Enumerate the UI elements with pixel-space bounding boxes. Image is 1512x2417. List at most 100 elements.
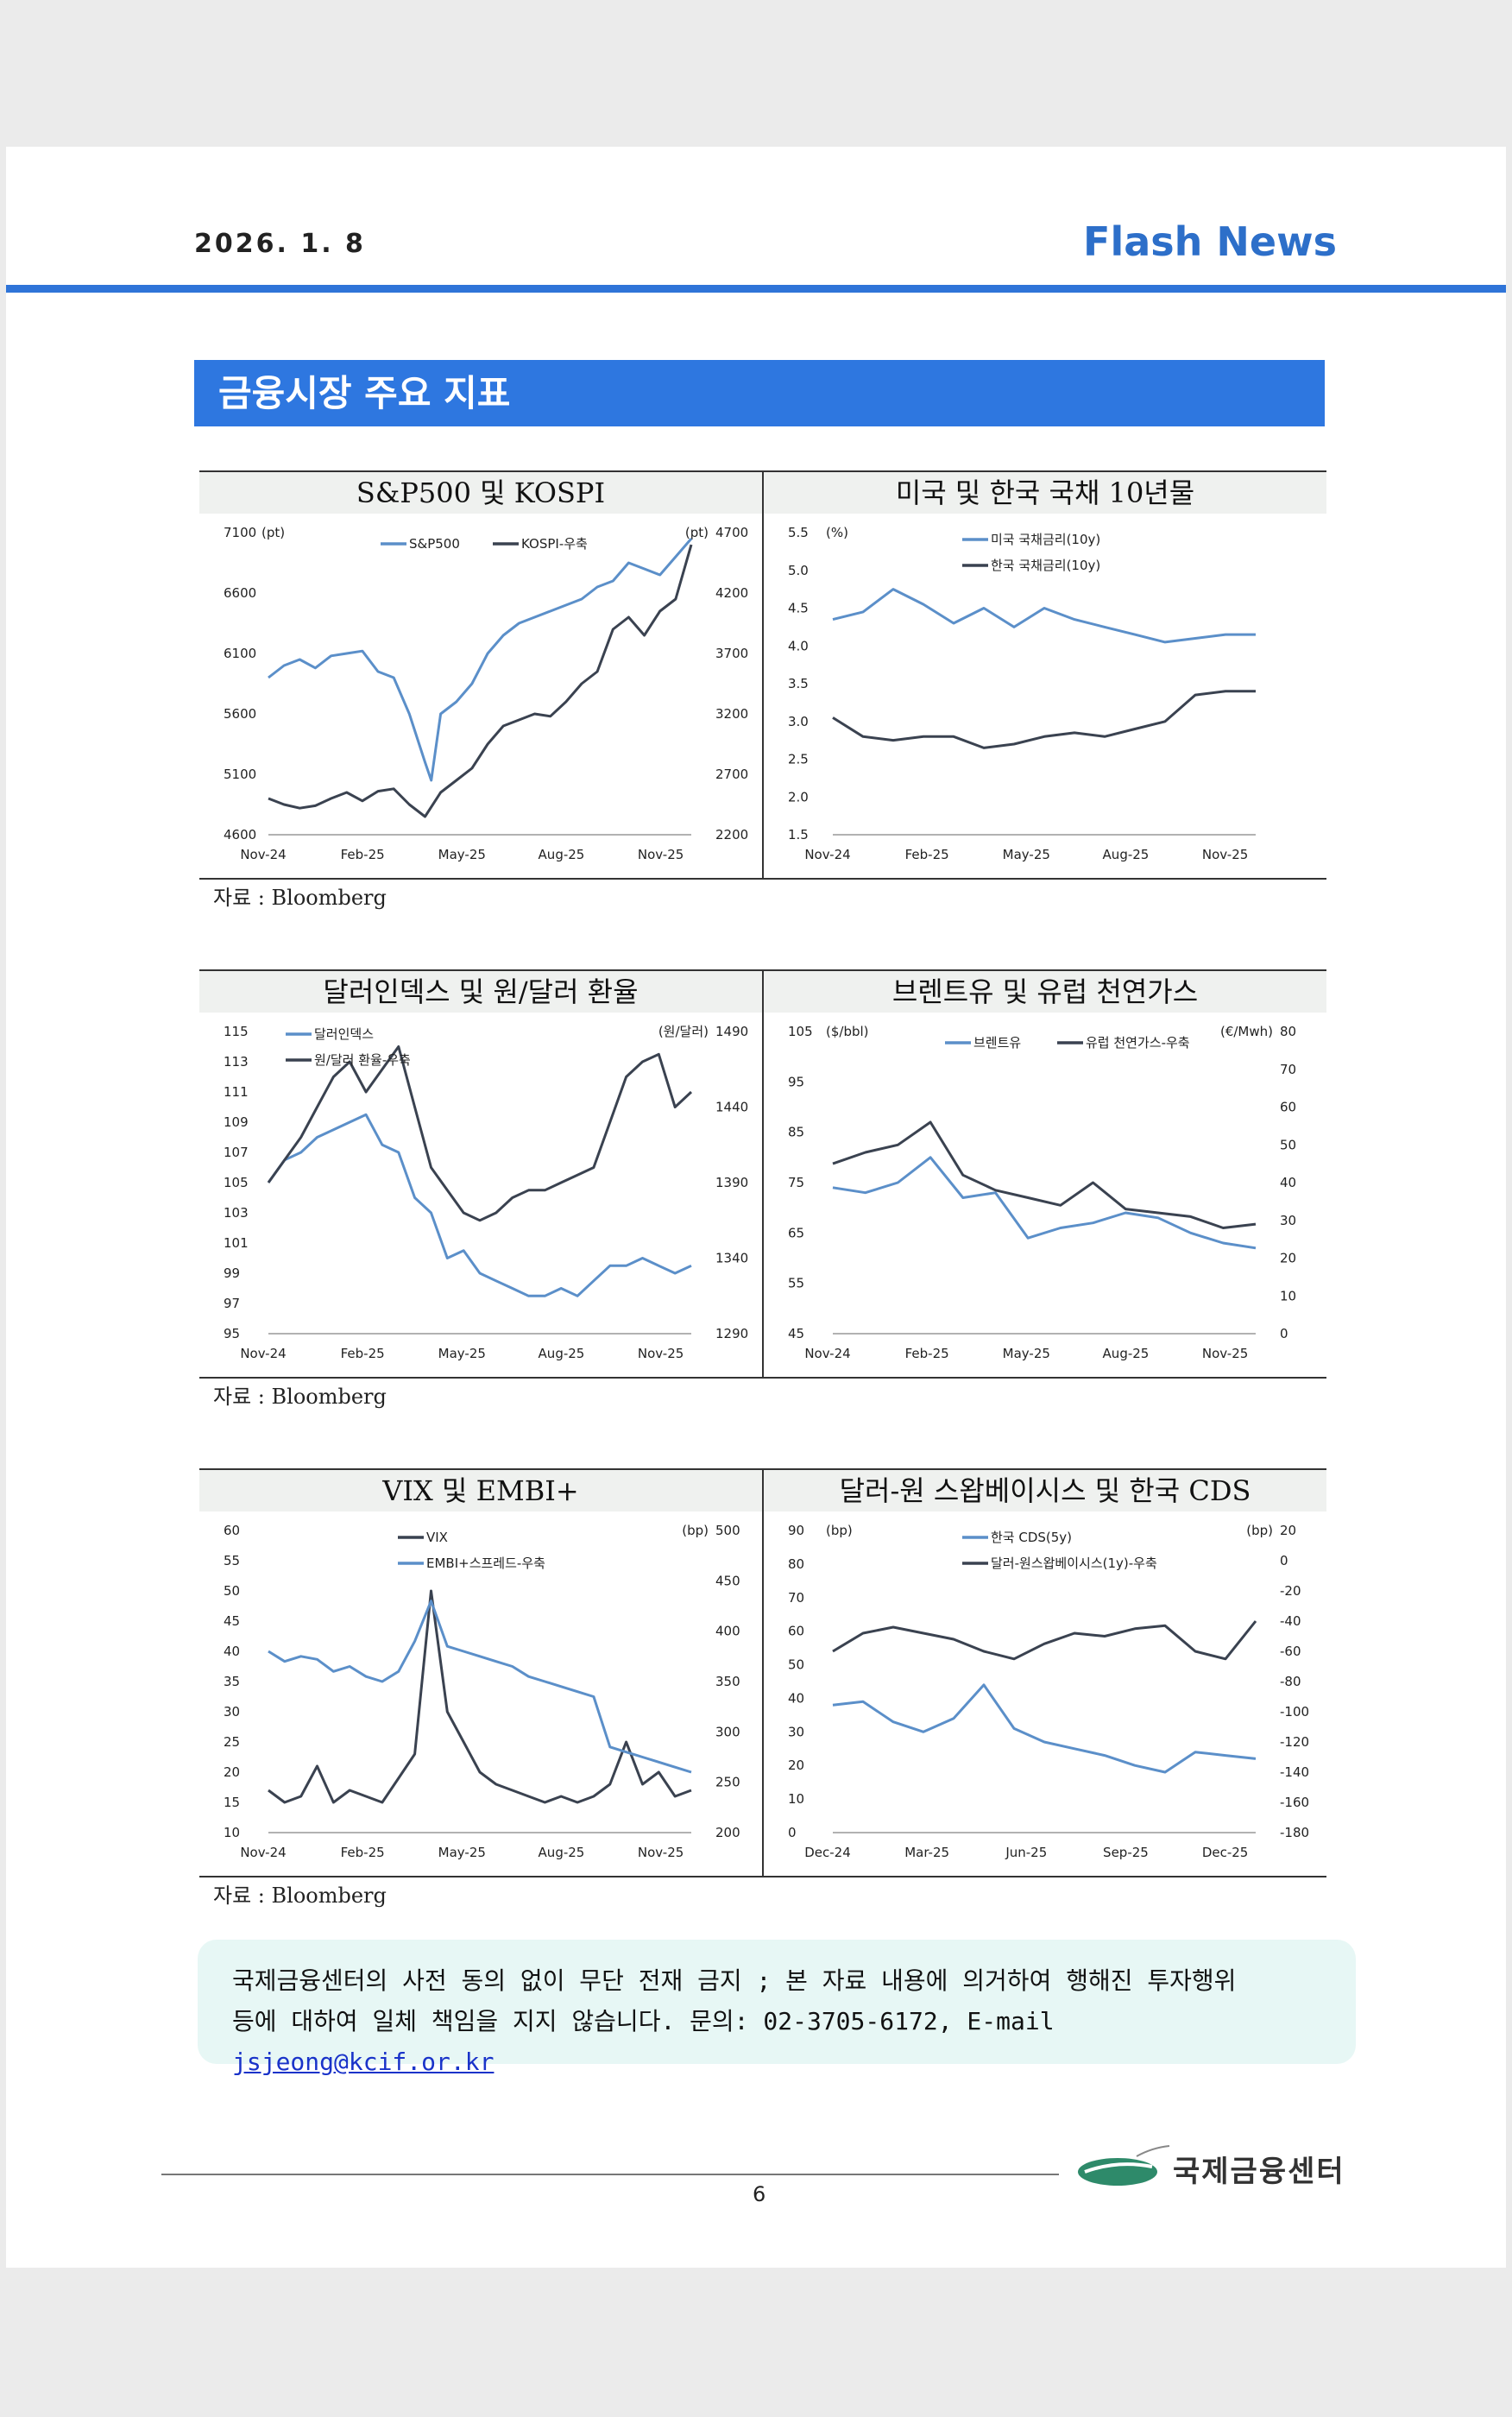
- y-tick-left: 4.0: [788, 638, 809, 653]
- x-tick: Aug-25: [1103, 847, 1150, 862]
- x-tick: May-25: [1003, 1346, 1050, 1361]
- y-tick-left: 99: [224, 1265, 240, 1281]
- series-line: [268, 544, 693, 818]
- x-tick: Feb-25: [905, 847, 949, 862]
- y-tick-right: 350: [715, 1674, 740, 1689]
- chart-vix-embi: 60 55 50 45 40 35 30 25 20 15 10 500 450 400 350 300 250…: [224, 1523, 740, 1860]
- x-tick: Nov-25: [1202, 1346, 1248, 1361]
- y-tick-left: 95: [224, 1326, 240, 1341]
- y-tick-right: 1440: [715, 1100, 748, 1115]
- y-tick-right: 1490: [715, 1024, 748, 1039]
- x-tick: Feb-25: [341, 1346, 385, 1361]
- y-tick-left: 5.5: [788, 525, 809, 540]
- y-tick-left: 65: [788, 1225, 804, 1240]
- y-tick-left: 45: [788, 1326, 804, 1341]
- y-tick-left: 101: [224, 1235, 249, 1251]
- y-tick-right: -80: [1280, 1674, 1301, 1689]
- y-tick-right: 60: [1280, 1100, 1296, 1115]
- x-tick: Nov-25: [638, 1346, 684, 1361]
- y-tick-left: 97: [224, 1296, 240, 1311]
- y-tick-left: 30: [224, 1704, 240, 1720]
- x-tick: Nov-24: [804, 1346, 850, 1361]
- chart-panel-brent-gas: 브렌트유 및 유럽 천연가스 105 95 85 75 65 55 45 80 70 60 50 40…: [764, 971, 1326, 1377]
- report-date: 2026. 1. 8: [194, 229, 366, 259]
- header-divider: [6, 285, 1506, 293]
- y-tick-left: 90: [788, 1523, 804, 1538]
- y-tick-right: 200: [715, 1825, 740, 1840]
- y-tick-left: 80: [788, 1556, 804, 1572]
- series-line: [267, 1113, 692, 1297]
- y-tick-left: 30: [788, 1724, 804, 1739]
- y-tick-right: -120: [1280, 1734, 1309, 1750]
- contact-email-link[interactable]: jsjeong@kcif.or.kr: [232, 2048, 495, 2076]
- chart-row-3: VIX 및 EMBI+ 60 55 50 45 40 35 30 25 20 15 10 500 450…: [199, 1468, 1326, 1877]
- y-tick-right: 40: [1280, 1175, 1296, 1190]
- y-tick-right: 4200: [715, 585, 748, 601]
- y-tick-left: 50: [224, 1583, 240, 1599]
- y-tick-right: 2200: [715, 827, 748, 842]
- legend-label: 한국 CDS(5y): [991, 1530, 1072, 1545]
- x-tick: Nov-24: [240, 1845, 286, 1860]
- x-tick: Nov-25: [638, 1845, 684, 1860]
- source-note: 자료 : Bloomberg: [213, 1385, 387, 1409]
- legend-label: 원/달러 환율-우축: [314, 1052, 411, 1068]
- x-tick: Aug-25: [539, 1845, 585, 1860]
- x-tick: Jun-25: [1005, 1845, 1047, 1860]
- y-tick-right: 0: [1280, 1553, 1288, 1568]
- source-note: 자료 : Bloomberg: [213, 1884, 387, 1908]
- y-tick-left: 55: [224, 1553, 240, 1568]
- x-tick: Aug-25: [539, 1346, 585, 1361]
- y-tick-right: -60: [1280, 1644, 1301, 1659]
- legend-label: KOSPI-우축: [521, 536, 588, 552]
- y-tick-right: 1290: [715, 1326, 748, 1341]
- x-tick: Dec-25: [1202, 1845, 1249, 1860]
- y-tick-right: 450: [715, 1573, 740, 1588]
- y-tick-left: 4600: [224, 827, 256, 842]
- y-tick-left: 5600: [224, 706, 256, 722]
- y-tick-left: 0: [788, 1825, 797, 1840]
- legend-label: VIX: [426, 1530, 448, 1545]
- chart-sp500-kospi: 7100 6600 6100 5600 5100 4600 4700 4200 3700 3200…: [224, 525, 748, 862]
- kcif-logo-icon: [1078, 2145, 1170, 2186]
- y-tick-right: -40: [1280, 1613, 1301, 1629]
- y-tick-right: 4700: [715, 525, 748, 540]
- page-number: 6: [753, 2182, 766, 2206]
- y-tick-right: 250: [715, 1775, 740, 1790]
- y-tick-left: 60: [788, 1624, 804, 1639]
- brand-title: Flash News: [1083, 218, 1337, 265]
- y-tick-left: 4.5: [788, 601, 809, 616]
- y-tick-left: 115: [224, 1024, 249, 1039]
- y-tick-right: 3700: [715, 646, 748, 661]
- legend-label: 브렌트유: [973, 1035, 1021, 1051]
- y-tick-left: 20: [224, 1764, 240, 1780]
- x-tick: Nov-25: [1202, 847, 1248, 862]
- chart-swap-cds: 90 80 70 60 50 40 30 20 10 0 20 0 -20 -40 -60 -80 -100 -1…: [788, 1523, 1309, 1860]
- y-tick-right: 3200: [715, 706, 748, 722]
- chart-title: VIX 및 EMBI+: [199, 1470, 762, 1511]
- x-tick: Nov-25: [638, 847, 684, 862]
- y-tick-left: 3.5: [788, 676, 809, 691]
- y-tick-left: 60: [224, 1523, 240, 1538]
- y-axis-label-right: (bp): [682, 1523, 709, 1538]
- y-tick-left: 109: [224, 1114, 249, 1130]
- y-tick-right: 0: [1280, 1326, 1288, 1341]
- section-title: 금융시장 주요 지표: [194, 360, 1325, 426]
- x-tick: Aug-25: [1103, 1346, 1150, 1361]
- y-tick-right: 300: [715, 1724, 740, 1739]
- y-tick-left: 10: [788, 1791, 804, 1807]
- y-tick-right: 70: [1280, 1062, 1296, 1077]
- source-note: 자료 : Bloomberg: [213, 886, 387, 910]
- legend-label: S&P500: [409, 536, 460, 552]
- y-tick-left: 113: [224, 1054, 249, 1070]
- y-tick-left: 40: [224, 1644, 240, 1659]
- series-line: [832, 1156, 1257, 1250]
- y-tick-right: 50: [1280, 1137, 1296, 1152]
- x-tick: May-25: [438, 1845, 486, 1860]
- chart-panel-vix-embi: VIX 및 EMBI+ 60 55 50 45 40 35 30 25 20 15 10 500 450…: [199, 1470, 764, 1876]
- y-tick-left: 55: [788, 1276, 804, 1291]
- y-tick-right: 1390: [715, 1175, 748, 1190]
- y-tick-right: -160: [1280, 1795, 1309, 1810]
- y-tick-left: 2.0: [788, 789, 809, 805]
- x-tick: Nov-24: [804, 847, 850, 862]
- y-tick-left: 103: [224, 1205, 249, 1221]
